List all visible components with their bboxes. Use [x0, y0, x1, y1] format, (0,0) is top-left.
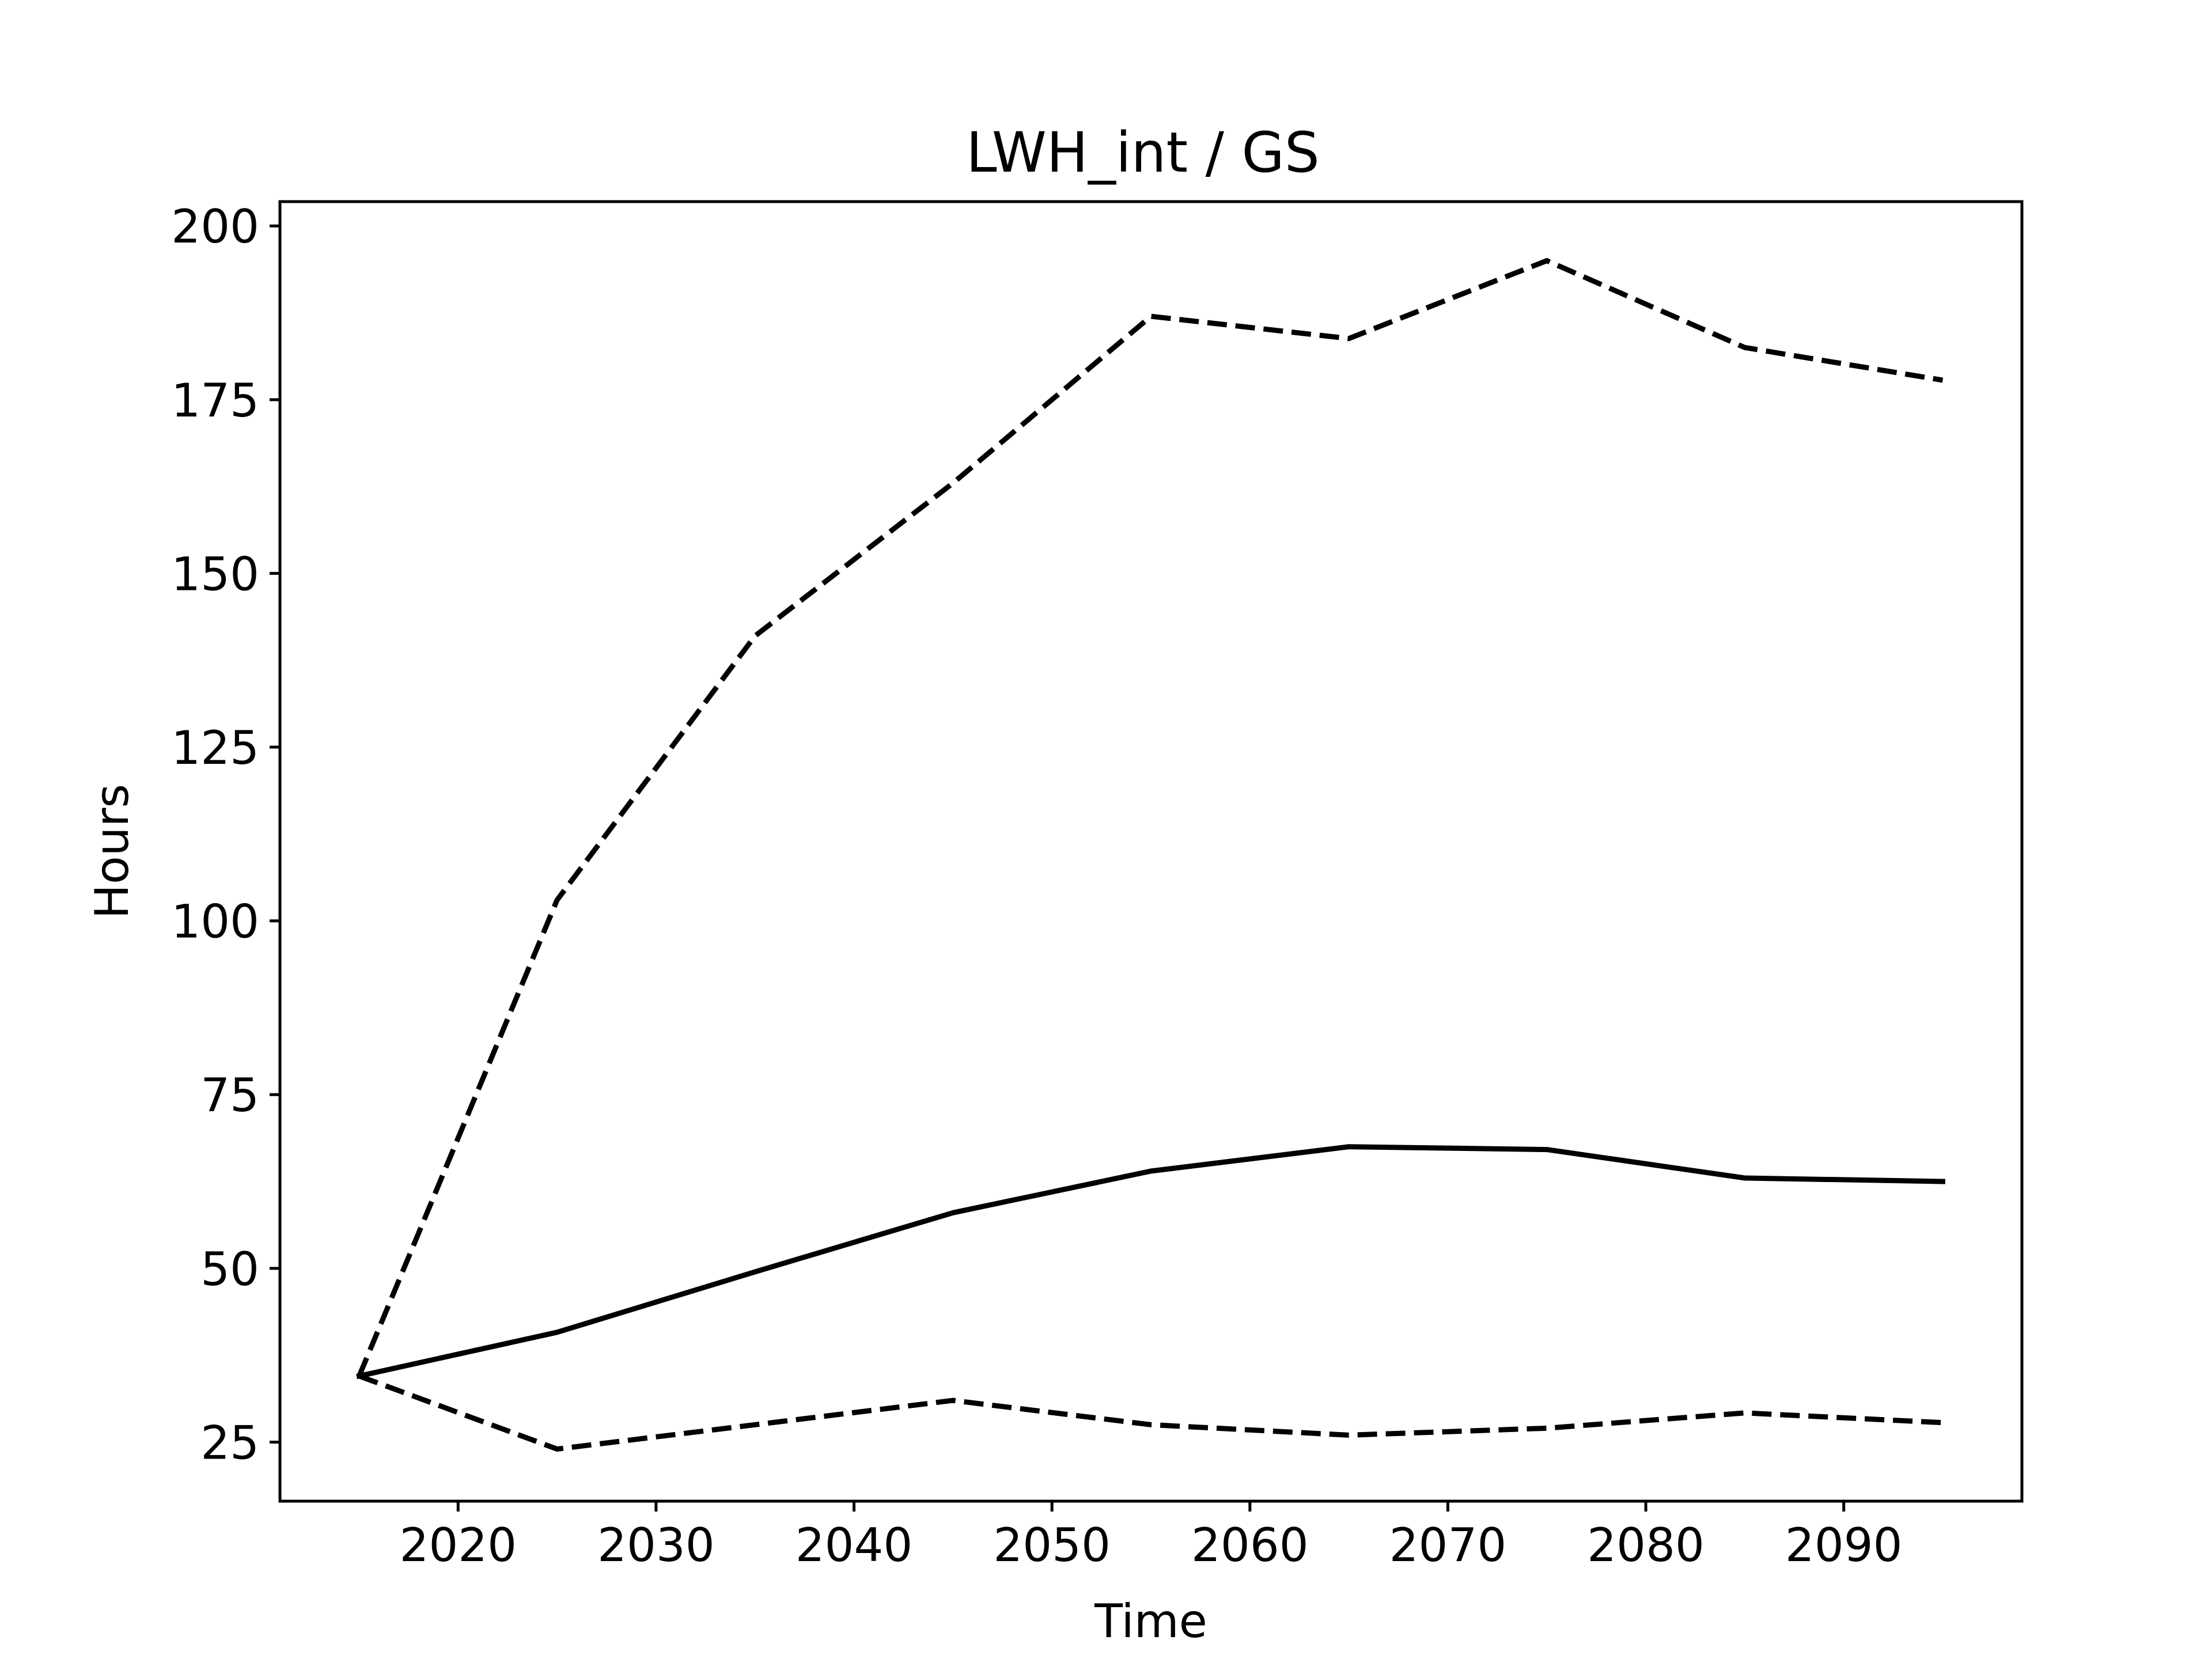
y-tick-label: 200: [171, 200, 259, 253]
x-tick-label: 2070: [1389, 1518, 1507, 1572]
x-axis-ticks: 2020 2030 2040 2050 2060 2070 2080 2090: [399, 1501, 1903, 1572]
y-tick-label: 50: [200, 1243, 259, 1296]
x-tick-label: 2090: [1785, 1518, 1903, 1572]
y-tick-label: 125: [171, 721, 259, 775]
x-axis-label: Time: [1094, 1594, 1207, 1648]
series-line-3: [358, 1373, 1943, 1452]
x-tick-label: 2050: [993, 1518, 1111, 1572]
series-line-2: [357, 258, 1944, 1377]
x-tick-label: 2040: [796, 1518, 913, 1572]
x-tick-label: 2020: [399, 1518, 517, 1572]
series-line-1: [356, 1144, 1946, 1380]
chart-title: LWH_int / GS: [966, 120, 1320, 185]
y-tick-label: 75: [200, 1069, 259, 1122]
x-tick-label: 2060: [1191, 1518, 1309, 1572]
y-tick-label: 25: [200, 1416, 259, 1469]
y-tick-label: 100: [171, 895, 259, 949]
x-tick-label: 2080: [1587, 1518, 1705, 1572]
plot-lines: [356, 258, 1946, 1452]
y-axis-label: Hours: [85, 784, 139, 919]
y-axis-ticks: 25 50 75 100 125 150 175 200: [171, 200, 280, 1469]
x-tick-label: 2030: [597, 1518, 715, 1572]
y-tick-label: 150: [171, 547, 259, 601]
y-tick-label: 175: [171, 374, 259, 427]
plot-frame: [278, 200, 2024, 1503]
